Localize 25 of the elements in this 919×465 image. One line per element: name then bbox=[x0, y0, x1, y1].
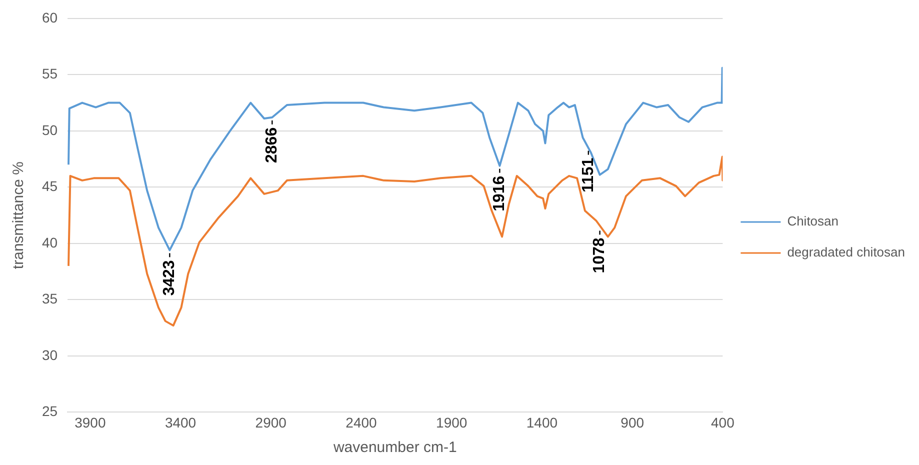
y-tick-label: 30 bbox=[42, 346, 58, 363]
y-tick-label: 50 bbox=[42, 122, 58, 138]
y-tick-label: 45 bbox=[42, 178, 58, 194]
x-tick-label: 900 bbox=[620, 414, 644, 430]
y-tick-label: 35 bbox=[42, 290, 58, 307]
x-tick-label: 2900 bbox=[255, 414, 287, 430]
y-tick-label: 40 bbox=[42, 234, 58, 250]
annotation: 2866 bbox=[264, 127, 281, 164]
x-tick-label: 2400 bbox=[346, 414, 378, 430]
legend-label: degradated chitosan bbox=[787, 244, 905, 260]
x-tick-label: 1900 bbox=[436, 414, 468, 430]
x-tick-label: 400 bbox=[711, 414, 735, 430]
y-tick-label: 25 bbox=[42, 403, 58, 420]
annotation: 1078 bbox=[591, 238, 608, 274]
annotation: 3423 bbox=[161, 260, 178, 296]
y-tick-label: 60 bbox=[42, 9, 58, 26]
y-axis-title: transmittance % bbox=[10, 162, 28, 270]
x-tick-label: 3400 bbox=[164, 414, 196, 430]
x-axis-title: wavenumber cm-1 bbox=[332, 439, 457, 456]
x-tick-label: 1400 bbox=[526, 414, 558, 430]
annotation: 1916 bbox=[491, 176, 508, 212]
y-tick-label: 55 bbox=[42, 66, 58, 82]
legend-label: Chitosan bbox=[787, 214, 838, 229]
annotation: 1151 bbox=[580, 158, 597, 193]
x-tick-label: 3900 bbox=[74, 414, 106, 430]
